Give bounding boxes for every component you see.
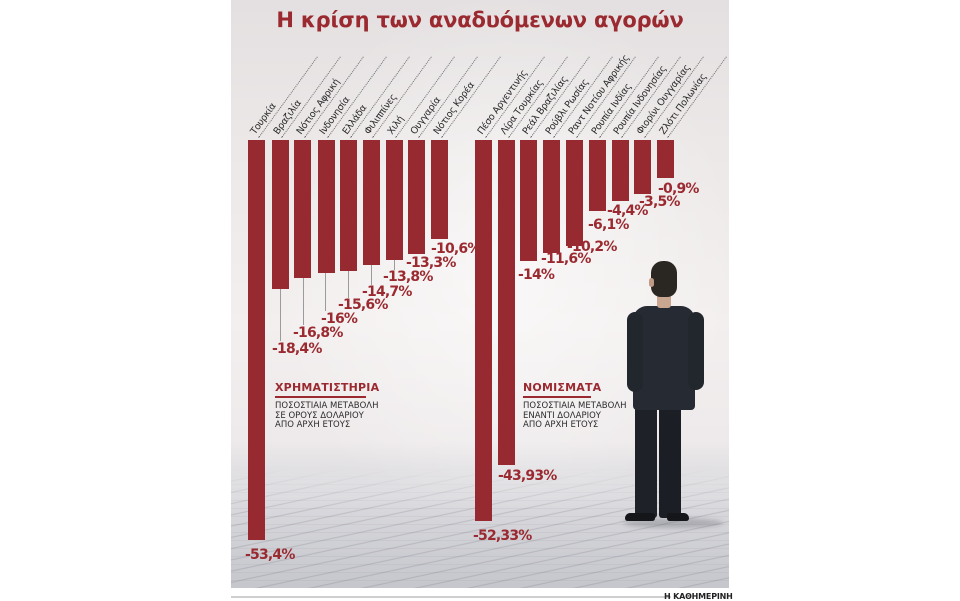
bar	[634, 140, 651, 194]
left-arm	[627, 312, 643, 392]
leader-line	[325, 273, 326, 311]
bar	[431, 140, 448, 239]
bar	[318, 140, 335, 273]
publisher-brand: Η ΚΑΘΗΜΕΡΙΝΗ	[664, 592, 733, 601]
bar	[294, 140, 311, 278]
jacket	[633, 306, 695, 410]
legend-title: ΝΟΜΙΣΜΑΤΑ	[523, 381, 601, 398]
value-label: -13,8%	[383, 269, 433, 285]
legend-line: ΠΟΣΟΣΤΙΑΙΑ ΜΕΤΑΒΟΛΗ	[275, 401, 379, 411]
value-label: -11,6%	[541, 251, 591, 267]
bar	[657, 140, 674, 178]
leader-line	[280, 289, 281, 341]
left-shoe	[625, 513, 655, 521]
value-label: -16,8%	[293, 325, 343, 341]
value-label: -10,2%	[567, 239, 617, 255]
value-label: -3,5%	[639, 194, 680, 210]
bar	[340, 140, 357, 271]
value-label: -4,4%	[607, 203, 648, 219]
leader-line	[303, 278, 304, 325]
bar	[566, 140, 583, 246]
footer-divider	[231, 596, 671, 598]
value-label: -13,3%	[406, 255, 456, 271]
right-arm	[688, 312, 704, 390]
value-label: -14,7%	[362, 284, 412, 300]
legend-line: ΕΝΑΝΤΙ ΔΟΛΑΡΙΟΥ	[523, 410, 601, 421]
bar	[272, 140, 289, 289]
right-leg	[659, 400, 681, 518]
infographic: Η κρίση των αναδυόμενων αγορών Τουρκία Β…	[231, 0, 729, 588]
value-label: -0,9%	[658, 181, 699, 197]
left-leg	[635, 400, 657, 518]
head	[651, 261, 677, 297]
value-label: -16%	[321, 311, 358, 327]
currencies-legend: ΝΟΜΙΣΜΑΤΑ ΠΟΣΟΣΤΙΑΙΑ ΜΕΤΑΒΟΛΗ ΕΝΑΝΤΙ ΔΟΛ…	[523, 378, 627, 431]
value-label: -18,4%	[272, 341, 322, 357]
legend-title: ΧΡΗΜΑΤΙΣΤΗΡΙΑ	[275, 381, 379, 398]
value-label: -15,6%	[338, 297, 388, 313]
value-label: -52,33%	[473, 528, 532, 544]
ear	[649, 278, 654, 287]
leader-line	[371, 265, 372, 285]
legend-line: ΑΠΟ ΑΡΧΗ ΕΤΟΥΣ	[523, 420, 599, 430]
chart-title: Η κρίση των αναδυόμενων αγορών	[276, 8, 684, 32]
legend-line: ΣΕ ΟΡΟΥΣ ΔΟΛΑΡΙΟΥ	[275, 410, 364, 421]
legend-line: ΠΟΣΟΣΤΙΑΙΑ ΜΕΤΑΒΟΛΗ	[523, 401, 627, 411]
value-label: -6,1%	[588, 217, 629, 233]
bar	[475, 140, 492, 521]
bar	[589, 140, 606, 211]
legend-line: ΑΠΟ ΑΡΧΗ ΕΤΟΥΣ	[275, 420, 351, 430]
bar	[543, 140, 560, 253]
bar	[363, 140, 380, 265]
shadow	[623, 518, 723, 528]
value-label: -53,4%	[245, 547, 295, 563]
neck	[657, 294, 671, 308]
right-shoe	[667, 513, 689, 521]
stock-markets-legend: ΧΡΗΜΑΤΙΣΤΗΡΙΑ ΠΟΣΟΣΤΙΑΙΑ ΜΕΤΑΒΟΛΗ ΣΕ ΟΡΟ…	[275, 378, 379, 431]
bar	[248, 140, 265, 540]
bar	[612, 140, 629, 201]
leader-line	[394, 260, 395, 270]
bar	[408, 140, 425, 254]
value-label: -43,93%	[498, 468, 557, 484]
leader-line	[348, 271, 349, 298]
bar	[520, 140, 537, 261]
value-label: -14%	[518, 267, 555, 283]
value-label: -10,6%	[431, 241, 481, 257]
bar	[498, 140, 515, 465]
bar	[386, 140, 403, 260]
